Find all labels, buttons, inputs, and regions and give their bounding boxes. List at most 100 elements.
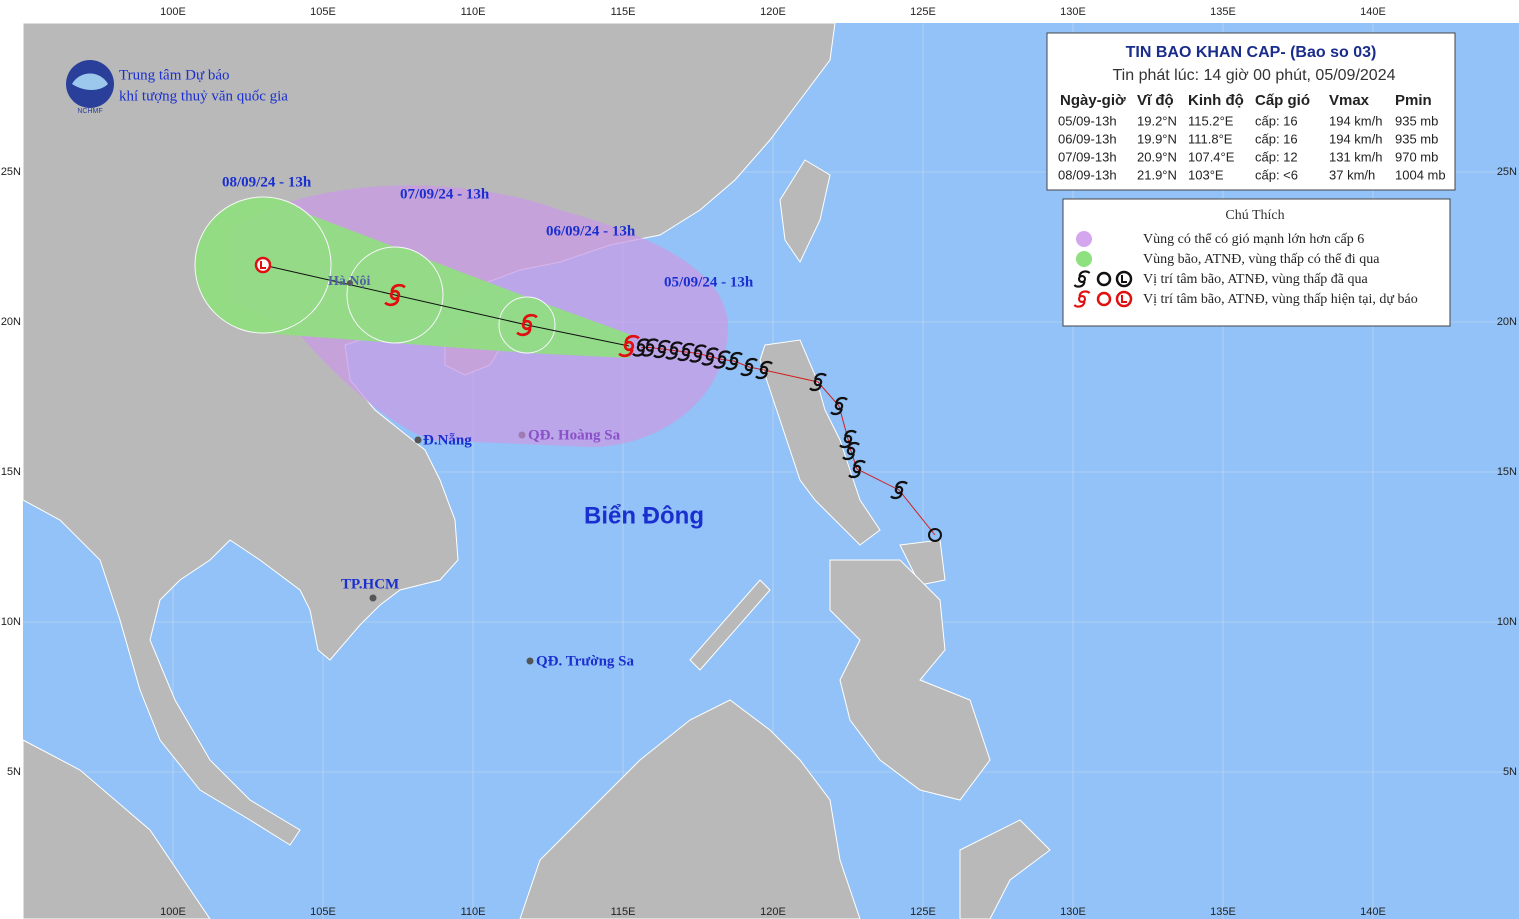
place-dot xyxy=(414,436,422,444)
table-cell: cấp: 16 xyxy=(1255,113,1298,128)
lon-tick-label: 115E xyxy=(611,906,636,918)
table-cell: 19.9°N xyxy=(1137,131,1177,146)
lon-tick-label: 125E xyxy=(910,6,936,18)
lon-tick-label: 110E xyxy=(461,906,486,918)
logo-text: NCHMF xyxy=(77,108,102,115)
low-icon xyxy=(1115,290,1133,308)
lon-tick-label: 100E xyxy=(160,6,186,18)
column-header: Cấp gió xyxy=(1255,92,1310,109)
lat-tick-label: 20N xyxy=(1497,316,1517,328)
storm-icon xyxy=(677,342,695,362)
storm-icon xyxy=(689,344,707,363)
lat-tick-label: 15N xyxy=(1497,466,1517,478)
lon-tick-label: 115E xyxy=(611,6,636,18)
bulletin-frame xyxy=(1046,32,1456,191)
table-cell: 21.9°N xyxy=(1137,167,1177,182)
place-label: Đ.Nẵng xyxy=(423,432,472,448)
storm-arm xyxy=(670,341,683,349)
lat-tick-label: 5N xyxy=(1503,766,1517,778)
lon-tick-label: 130E xyxy=(1060,6,1086,18)
storm-eye xyxy=(729,356,739,366)
table-cell: 194 km/h xyxy=(1329,113,1382,128)
storm-arm xyxy=(522,313,538,323)
storm-eye xyxy=(813,377,823,387)
storm-arm xyxy=(701,358,714,366)
place-dot xyxy=(518,431,526,439)
storm-arm xyxy=(713,361,726,369)
place-dot xyxy=(526,657,534,665)
lon-tick-label: 135E xyxy=(1210,906,1236,918)
storm-arm xyxy=(1078,270,1091,277)
low-ring xyxy=(254,256,272,274)
table-cell: cấp: <6 xyxy=(1255,167,1298,182)
storm-arm xyxy=(835,396,848,404)
storm-arm xyxy=(890,492,903,500)
table-cell: cấp: 12 xyxy=(1255,149,1298,164)
storm-arm xyxy=(653,351,666,359)
sea-label: Biển Đông xyxy=(584,502,704,529)
storm-icon xyxy=(1073,270,1091,288)
places: Hà Nội Đ.Nẵng QĐ. Hoàng Sa TP.HCM QĐ. Tr… xyxy=(222,174,754,669)
column-header: Ngày-giờ xyxy=(1060,92,1126,109)
storm-icon xyxy=(725,351,743,371)
borneo xyxy=(519,699,861,919)
storm-arm xyxy=(516,327,532,337)
storm-arm xyxy=(384,297,400,307)
storm-eye xyxy=(1077,274,1087,284)
forecast-label: 08/09/24 - 13h xyxy=(222,174,312,190)
table-cell: 37 km/h xyxy=(1329,167,1375,182)
lat-tick-label: 25N xyxy=(1,166,21,178)
org-name: khí tượng thuỷ văn quốc gia xyxy=(119,88,288,104)
legend-box: Chú Thích Vùng có thể có gió mạnh lớn hơ… xyxy=(1062,198,1451,327)
table-cell: 1004 mb xyxy=(1395,167,1446,182)
storm-arm xyxy=(842,453,855,461)
storm-arm xyxy=(1073,281,1086,288)
luzon xyxy=(759,339,881,546)
storm-eye xyxy=(852,464,862,474)
legend-icon xyxy=(1096,271,1112,287)
storm-eye xyxy=(669,346,679,355)
storm-icon xyxy=(740,357,758,377)
storm-arm xyxy=(646,338,659,346)
storm-arm xyxy=(632,349,645,357)
lat-tick-label: 10N xyxy=(1497,616,1517,628)
storm-eye xyxy=(894,485,904,495)
taiwan xyxy=(779,159,831,264)
place-dot xyxy=(369,594,377,602)
storm-arm xyxy=(689,355,702,363)
storm-eye xyxy=(693,349,703,358)
storm-arm xyxy=(809,384,822,392)
lon-tick-label: 120E xyxy=(760,906,786,918)
storm-arm xyxy=(830,408,843,416)
storm-eye xyxy=(846,446,856,456)
storm-eye xyxy=(623,340,635,352)
low-icon xyxy=(1115,270,1133,288)
storm-arm xyxy=(682,342,695,350)
storm-arm xyxy=(624,334,640,344)
table-cell: 05/09-13h xyxy=(1058,113,1117,128)
low-icon xyxy=(254,256,272,274)
table-cell: cấp: 16 xyxy=(1255,131,1298,146)
table-cell: 20.9°N xyxy=(1137,149,1177,164)
storm-arm xyxy=(730,351,743,359)
bulletin-box: TIN BAO KHAN CAP- (Bao so 03) Tin phát l… xyxy=(1046,32,1456,191)
forecast-track-line xyxy=(262,264,630,347)
lon-tick-label: 105E xyxy=(310,906,336,918)
palawan xyxy=(689,579,771,671)
lat-tick-label: 20N xyxy=(1,316,21,328)
storm-icon xyxy=(713,350,731,369)
legend-swatch xyxy=(1076,231,1092,247)
lat-tick-label: 15N xyxy=(1,466,21,478)
lat-tick-label: 10N xyxy=(1,616,21,628)
storm-eye xyxy=(843,434,853,444)
place-label: Hà Nội xyxy=(328,274,371,289)
storm-eye xyxy=(389,289,401,301)
storm-icon xyxy=(839,429,857,449)
storm-arm xyxy=(740,369,753,377)
storm-arm xyxy=(1078,290,1091,297)
storm-icon xyxy=(653,339,671,359)
lon-tick-label: 140E xyxy=(1360,906,1386,918)
legend-item: Vị trí tâm bão, ATNĐ, vùng thấp đã qua xyxy=(1143,272,1369,287)
table-cell: 111.8°E xyxy=(1188,131,1233,146)
column-header: Vmax xyxy=(1329,92,1370,109)
